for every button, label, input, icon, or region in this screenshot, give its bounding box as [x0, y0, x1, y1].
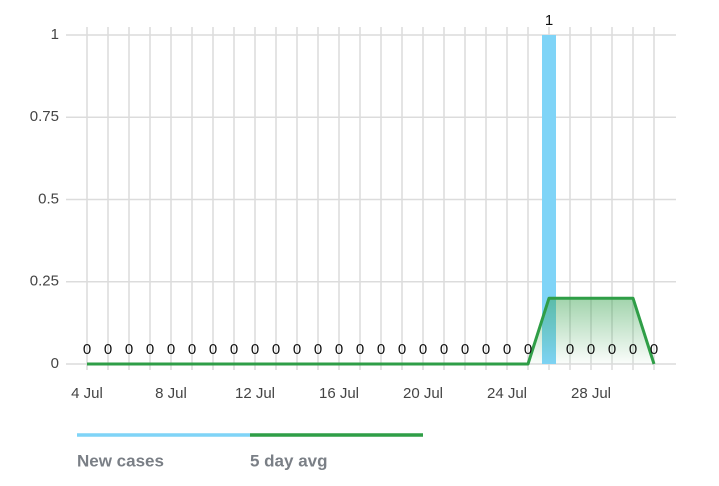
data-label: 0: [251, 341, 259, 358]
x-tick-label: 20 Jul: [403, 385, 443, 402]
x-tick-label: 24 Jul: [487, 385, 527, 402]
data-label: 0: [440, 341, 448, 358]
y-tick-label: 1: [51, 26, 59, 43]
data-label: 0: [335, 341, 343, 358]
y-tick-label: 0.25: [30, 273, 59, 290]
x-tick-label: 8 Jul: [155, 385, 187, 402]
data-label: 0: [461, 341, 469, 358]
data-label: 0: [524, 341, 532, 358]
data-label: 0: [167, 341, 175, 358]
data-label: 0: [188, 341, 196, 358]
legend-label: New cases: [77, 451, 164, 470]
bar: [542, 35, 556, 364]
x-tick-label: 28 Jul: [571, 385, 611, 402]
data-label: 0: [83, 341, 91, 358]
data-label: 0: [650, 341, 658, 358]
x-tick-label: 12 Jul: [235, 385, 275, 402]
data-label: 0: [125, 341, 133, 358]
data-label: 0: [293, 341, 301, 358]
data-label: 0: [209, 341, 217, 358]
x-tick-label: 16 Jul: [319, 385, 359, 402]
data-label: 1: [545, 12, 553, 29]
data-label: 0: [377, 341, 385, 358]
y-tick-label: 0.75: [30, 108, 59, 125]
y-tick-label: 0: [51, 355, 59, 372]
data-label: 0: [398, 341, 406, 358]
data-label: 0: [629, 341, 637, 358]
data-label: 0: [482, 341, 490, 358]
avg-area: [87, 298, 654, 364]
data-label: 0: [356, 341, 364, 358]
data-label: 0: [587, 341, 595, 358]
x-tick-label: 4 Jul: [71, 385, 103, 402]
data-label: 0: [314, 341, 322, 358]
avg-line: [87, 296, 656, 366]
data-label: 0: [146, 341, 154, 358]
y-tick-label: 0.5: [38, 190, 59, 207]
data-label: 0: [503, 341, 511, 358]
legend-label: 5 day avg: [250, 451, 328, 470]
data-label: 0: [566, 341, 574, 358]
data-label: 0: [104, 341, 112, 358]
data-label: 0: [419, 341, 427, 358]
data-label: 0: [608, 341, 616, 358]
data-label: 0: [230, 341, 238, 358]
data-label: 0: [272, 341, 280, 358]
